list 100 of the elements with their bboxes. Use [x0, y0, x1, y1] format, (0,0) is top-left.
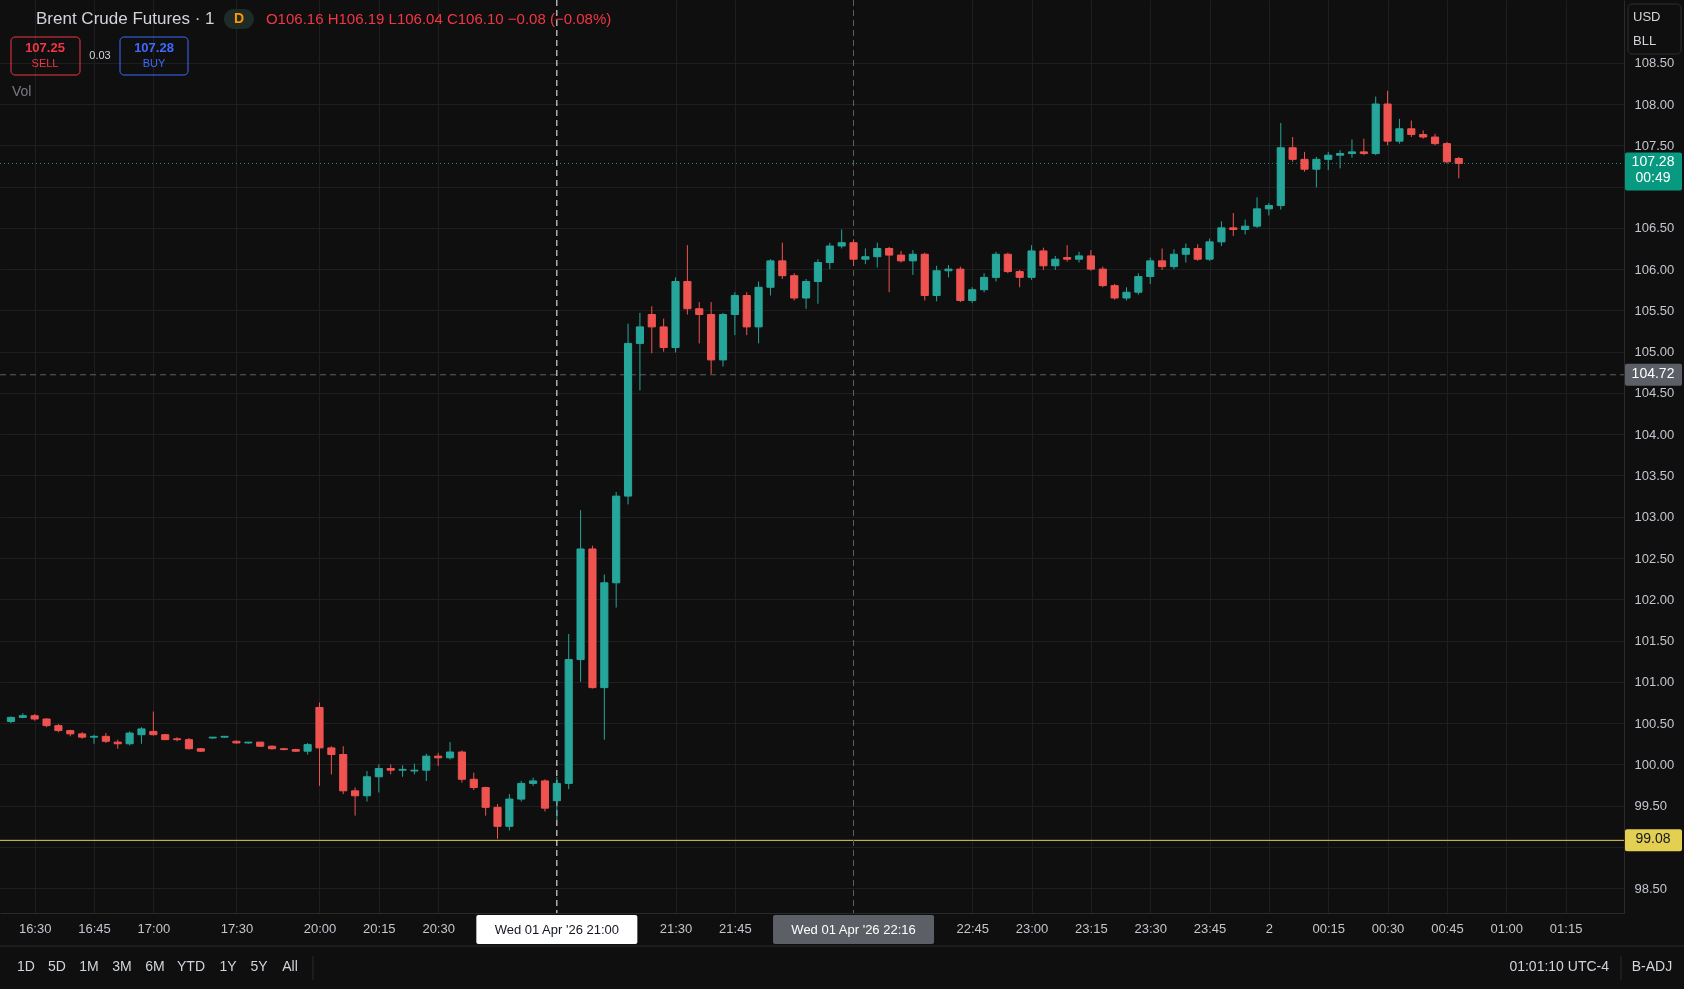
annotation: Vol [12, 83, 32, 99]
x-tick-label: 16:30 [18, 920, 52, 936]
text: 1Y [219, 958, 238, 974]
candlestick [1169, 248, 1179, 270]
candlestick [849, 238, 858, 267]
candlestick [825, 242, 834, 270]
candlestick [1098, 266, 1107, 288]
x-tick-label: 17:00 [137, 920, 171, 936]
y-tick-label: 105.50 [1634, 302, 1675, 318]
candlestick [517, 780, 526, 803]
annotation: SELL [31, 57, 59, 69]
text: O106.16 H106.19 L106.04 C106.10 −0.08 (−0.08%) [265, 10, 612, 27]
candlestick [1312, 156, 1321, 188]
y-tick-label: 102.00 [1634, 591, 1675, 607]
text: 01:01:10 UTC-4 [1509, 958, 1610, 974]
candlestick [647, 305, 656, 354]
candlestick [1324, 151, 1333, 171]
candlestick [1003, 252, 1012, 274]
candlestick [1039, 247, 1048, 271]
x-tick-label: 20:15 [363, 920, 396, 936]
annotation: BUY [142, 57, 166, 69]
candlestick [991, 251, 1001, 282]
x-tick-label: 23:15 [1075, 920, 1108, 936]
candlestick [1205, 238, 1214, 262]
y-tick-label: 104.50 [1634, 385, 1675, 401]
y-tick-label: 106.50 [1634, 220, 1675, 236]
candlestick [552, 776, 561, 822]
candlestick [1158, 247, 1167, 271]
candlestick [493, 803, 502, 840]
x-tick-label: 21:45 [719, 920, 752, 936]
candlestick [790, 272, 799, 301]
text: YTD [177, 958, 205, 974]
candlestick [89, 734, 99, 745]
candlestick [149, 711, 158, 737]
candlestick [908, 249, 917, 276]
x-tick-label: 2 [1265, 920, 1274, 936]
candlestick [481, 786, 490, 817]
x-tick-label: 22:45 [956, 920, 989, 936]
candlestick [1288, 136, 1297, 163]
candlestick [327, 745, 336, 775]
x-tick-label: Wed 01 Apr '26 21:00 [494, 922, 620, 937]
candlestick [778, 242, 787, 280]
candlestick [873, 242, 882, 268]
text: 3M [112, 958, 132, 974]
ref-line-label: 99.08 [1635, 830, 1671, 847]
x-tick-label: 00:30 [1371, 920, 1405, 936]
candlestick [659, 318, 668, 353]
candlestick [529, 777, 538, 787]
candlestick [1454, 156, 1463, 179]
x-tick-label: 01:15 [1549, 920, 1583, 936]
x-tick-label: Wed 01 Apr '26 22:16 [791, 922, 916, 937]
annotation: 0.03 [89, 49, 111, 61]
y-tick-label: 108.00 [1634, 96, 1675, 112]
x-tick-label: 00:15 [1312, 920, 1346, 936]
text: BLL [1633, 33, 1657, 48]
text: USD [1633, 9, 1661, 24]
x-tick-label: 16:45 [78, 920, 111, 936]
y-tick-label: 107.50 [1634, 137, 1675, 153]
candlestick [362, 770, 372, 803]
ref-line-label: 104.72 [1631, 364, 1675, 381]
y-tick-label: 108.50 [1634, 55, 1675, 71]
candlestick [1146, 257, 1155, 285]
candlestick [1229, 212, 1238, 237]
text: B-ADJ [1631, 958, 1673, 974]
candlestick [445, 741, 455, 760]
candlestick [173, 736, 182, 742]
text: All [282, 958, 298, 974]
y-tick-label: 105.00 [1634, 344, 1675, 360]
y-tick-label: 100.00 [1634, 756, 1675, 772]
candlestick [1134, 272, 1143, 296]
text: 1M [79, 958, 99, 974]
text: Brent Crude Futures · 1 [36, 9, 215, 28]
candlestick [813, 258, 823, 305]
candlestick [1181, 243, 1190, 264]
candlestick [1442, 141, 1451, 164]
candlestick [1252, 196, 1262, 229]
x-tick-label: 00:45 [1431, 920, 1464, 936]
text: 6M [145, 958, 165, 974]
x-tick-label: 17:30 [220, 920, 254, 936]
candlestick [1264, 202, 1273, 216]
candlestick [980, 272, 989, 293]
x-tick-label: 23:30 [1134, 920, 1167, 936]
ref-line-label: 107.28 00:49 [1631, 153, 1675, 186]
candlestick [1300, 151, 1309, 173]
y-tick-label: 103.00 [1634, 509, 1675, 525]
y-tick-label: 103.50 [1634, 467, 1675, 483]
y-tick-label: 100.50 [1634, 715, 1675, 731]
annotation: 107.25 [25, 40, 65, 55]
x-tick-label: 20:00 [303, 920, 337, 936]
y-tick-label: 101.00 [1634, 674, 1675, 690]
annotation: 107.28 [134, 40, 174, 55]
text: 5D [48, 958, 66, 974]
y-tick-label: 98.50 [1634, 880, 1668, 896]
x-tick-label: 23:45 [1193, 920, 1227, 936]
candlestick [1336, 149, 1345, 169]
candlestick [730, 291, 739, 336]
y-tick-label: 99.50 [1634, 798, 1668, 814]
annotation: D [233, 10, 245, 26]
candlestick [351, 787, 360, 817]
x-tick-label: 20:30 [422, 920, 455, 936]
